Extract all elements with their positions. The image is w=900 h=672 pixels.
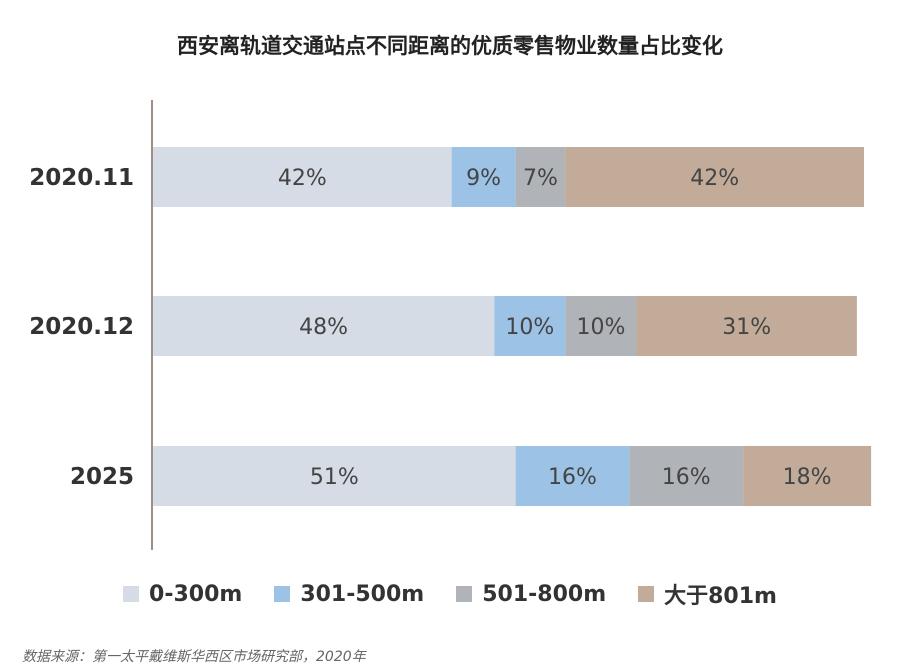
legend-label: 301-500m bbox=[300, 581, 425, 607]
legend-swatch bbox=[638, 586, 655, 602]
data-label: 10% bbox=[576, 315, 625, 340]
bar-segment bbox=[743, 446, 872, 506]
bar-segment bbox=[636, 296, 857, 356]
data-label: 42% bbox=[690, 166, 739, 191]
bar-segment bbox=[153, 296, 495, 356]
source-note: 数据来源：第一太平戴维斯华西区市场研究部，2020年 bbox=[22, 649, 366, 665]
legend-label: 大于801m bbox=[664, 584, 777, 609]
category-label: 2025 bbox=[70, 464, 134, 490]
legend-item: 501-800m bbox=[456, 578, 606, 610]
bar-segment bbox=[494, 296, 566, 356]
data-label: 10% bbox=[505, 315, 554, 340]
legend-item: 大于801m bbox=[638, 578, 777, 610]
legend-label: 0-300m bbox=[149, 581, 243, 607]
data-label: 9% bbox=[466, 166, 501, 191]
data-label: 31% bbox=[722, 315, 771, 340]
legend-swatch bbox=[456, 586, 473, 602]
bar-segment bbox=[451, 147, 516, 207]
data-label: 18% bbox=[783, 465, 832, 490]
data-label: 51% bbox=[310, 465, 359, 490]
chart-title: 西安离轨道交通站点不同距离的优质零售物业数量占比变化 bbox=[177, 34, 723, 58]
data-label: 16% bbox=[548, 465, 597, 490]
bar-segment bbox=[515, 147, 566, 207]
bar-segment bbox=[515, 446, 630, 506]
legend-item: 0-300m bbox=[123, 578, 242, 610]
bar-segment bbox=[565, 147, 864, 207]
category-label: 2020.11 bbox=[29, 165, 134, 191]
bar-segment bbox=[153, 446, 516, 506]
data-label: 42% bbox=[278, 166, 327, 191]
bar-segment bbox=[629, 446, 744, 506]
stacked-bar-chart: 42% 9% 7% 42% 48% 10% 10% 31% 51% 16% 16% 18% 2020.… bbox=[29, 100, 872, 550]
legend-swatch bbox=[123, 586, 140, 602]
category-label: 2020.12 bbox=[29, 314, 134, 340]
legend-label: 501-800m bbox=[482, 581, 607, 607]
bar-segment bbox=[153, 147, 452, 207]
data-label: 48% bbox=[299, 315, 348, 340]
legend: 0-300m 301-500m 501-800m 大于801m bbox=[0, 578, 900, 610]
data-label: 16% bbox=[662, 465, 711, 490]
legend-item: 301-500m bbox=[274, 578, 424, 610]
legend-swatch bbox=[274, 586, 291, 602]
data-label: 7% bbox=[523, 166, 558, 191]
bar-segment bbox=[565, 296, 637, 356]
